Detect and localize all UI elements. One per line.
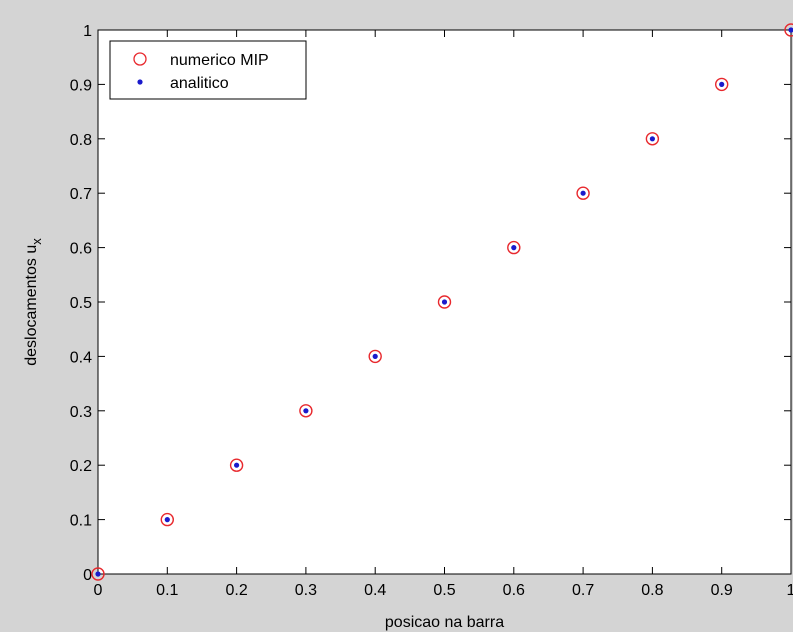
data-point bbox=[160, 512, 175, 527]
data-point bbox=[95, 571, 101, 577]
x-axis-label: posicao na barra bbox=[385, 614, 504, 631]
y-tick-label: 0.2 bbox=[70, 458, 92, 475]
data-point bbox=[229, 458, 244, 472]
data-point bbox=[437, 295, 452, 309]
y-axis-label: deslocamentos ux bbox=[23, 238, 44, 366]
y-tick-label: 0.7 bbox=[70, 186, 92, 203]
legend-marker-analitico bbox=[137, 79, 143, 85]
data-point bbox=[441, 299, 448, 305]
y-axis-label-main: deslocamentos u bbox=[23, 245, 40, 366]
data-point bbox=[164, 517, 170, 523]
x-tick-label: 0.5 bbox=[433, 582, 455, 599]
y-tick-label: 0.8 bbox=[70, 132, 92, 149]
y-tick-label: 0.3 bbox=[70, 404, 92, 421]
y-tick-label: 0 bbox=[83, 567, 92, 584]
x-tick-label: 0.2 bbox=[225, 582, 247, 599]
legend: numerico MIP analitico bbox=[109, 40, 307, 100]
x-tick-label: 0 bbox=[94, 582, 103, 599]
y-tick-label: 1 bbox=[83, 23, 92, 40]
x-tick-label: 0.4 bbox=[364, 582, 386, 599]
data-point bbox=[645, 132, 660, 146]
data-point bbox=[784, 23, 793, 37]
data-point bbox=[303, 408, 309, 414]
data-point bbox=[234, 462, 240, 468]
data-point bbox=[507, 240, 521, 255]
legend-marker-numerico-mip bbox=[133, 52, 147, 66]
legend-label-analitico: analitico bbox=[170, 75, 229, 92]
x-tick-label: 1 bbox=[787, 582, 793, 599]
data-point bbox=[372, 353, 378, 359]
data-point bbox=[368, 349, 382, 364]
x-tick-label: 0.9 bbox=[711, 582, 733, 599]
legend-box bbox=[109, 40, 307, 100]
y-tick-labels: 0 0.1 0.2 0.3 0.4 0.5 0.6 0.7 0.8 0.9 1 bbox=[70, 23, 92, 584]
x-tick-label: 0.6 bbox=[503, 582, 525, 599]
legend-label-numerico-mip: numerico MIP bbox=[170, 52, 269, 69]
data-point bbox=[511, 245, 517, 251]
data-point bbox=[580, 190, 586, 196]
data-point bbox=[649, 136, 656, 142]
x-tick-label: 0.7 bbox=[572, 582, 594, 599]
data-point bbox=[788, 27, 793, 33]
y-tick-label: 0.6 bbox=[70, 241, 92, 258]
y-tick-label: 0.9 bbox=[70, 77, 92, 94]
x-tick-label: 0.1 bbox=[156, 582, 178, 599]
x-tick-label: 0.3 bbox=[295, 582, 317, 599]
x-tick-labels: 0 0.1 0.2 0.3 0.4 0.5 0.6 0.7 0.8 0.9 1 bbox=[94, 582, 793, 599]
x-tick-label: 0.8 bbox=[641, 582, 663, 599]
y-tick-label: 0.4 bbox=[70, 349, 92, 366]
y-axis-label-subscript: x bbox=[29, 238, 44, 245]
series-analitico bbox=[95, 27, 793, 577]
data-point bbox=[715, 77, 729, 92]
y-tick-label: 0.5 bbox=[70, 295, 92, 312]
data-point bbox=[576, 186, 590, 200]
data-point bbox=[91, 567, 105, 581]
data-point bbox=[299, 404, 313, 418]
data-series bbox=[91, 23, 793, 581]
series-numerico-mip bbox=[91, 23, 793, 581]
y-tick-label: 0.1 bbox=[70, 513, 92, 530]
data-point bbox=[719, 81, 725, 87]
